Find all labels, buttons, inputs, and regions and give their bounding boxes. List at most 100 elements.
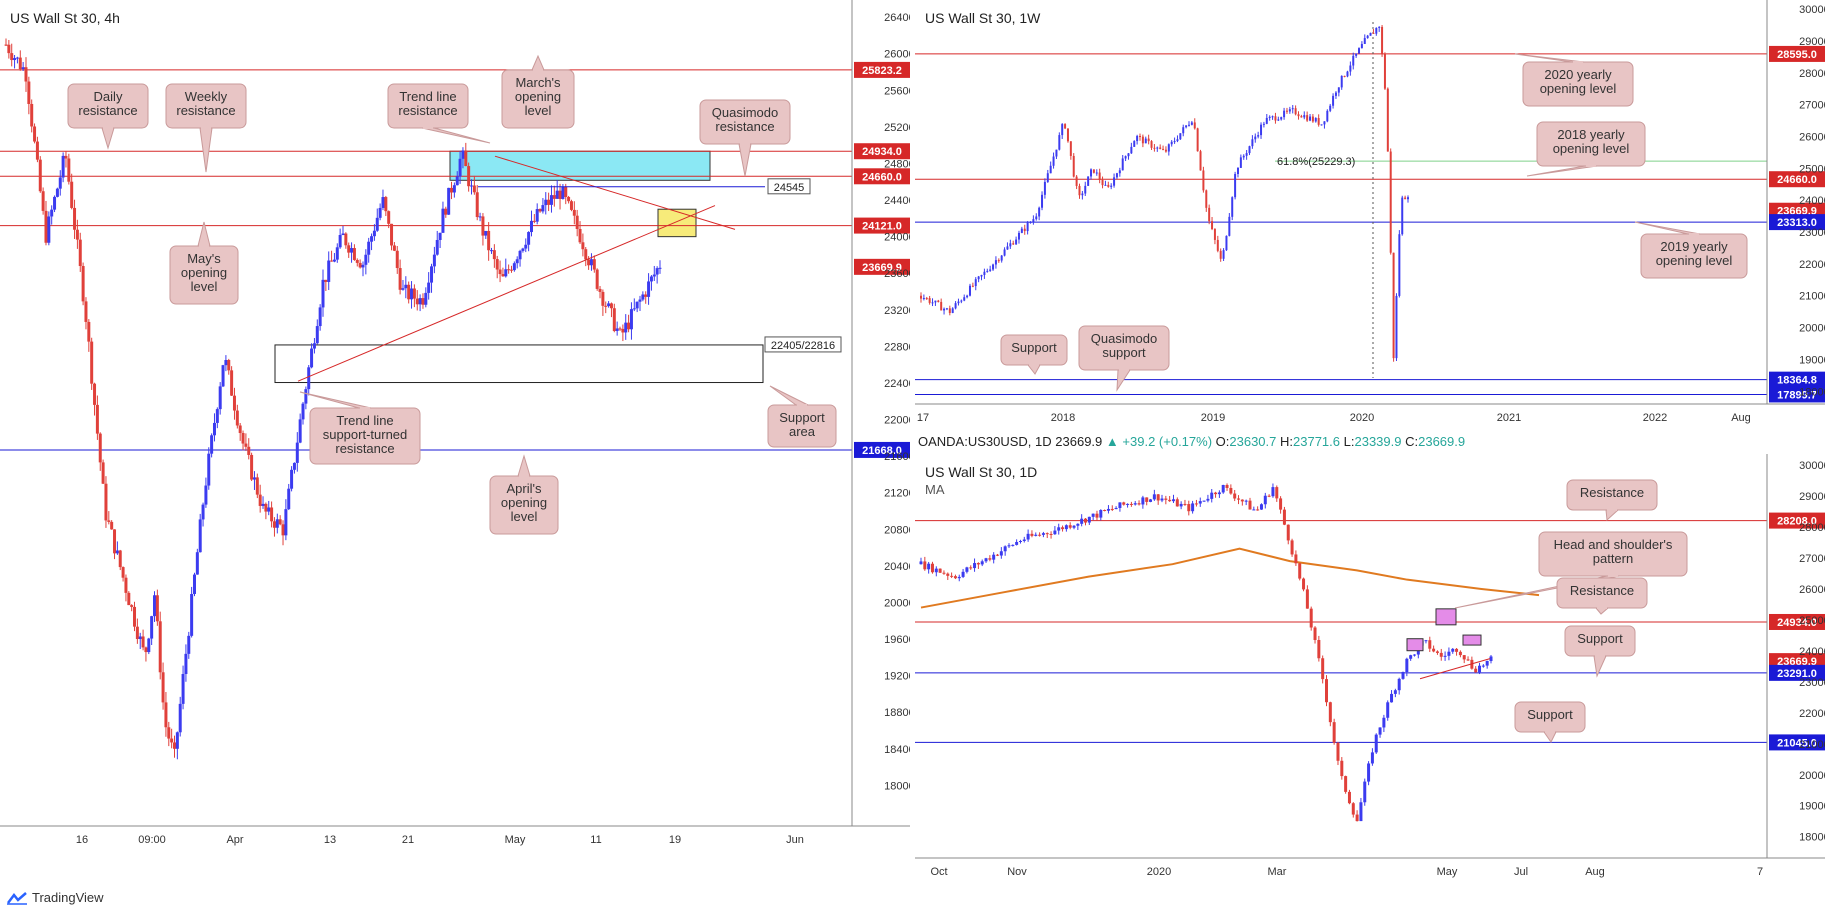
- candle-body: [587, 259, 591, 266]
- candle-body: [235, 410, 239, 426]
- candle-body: [1075, 176, 1078, 186]
- chart-1w-svg[interactable]: 28595.024660.023669.923313.018364.817899…: [915, 0, 1825, 428]
- candle-body: [1038, 534, 1042, 536]
- callout-2019-yearly-pointer: [1634, 221, 1701, 235]
- candle-body: [290, 469, 294, 489]
- candle-body: [107, 520, 111, 522]
- candle-body: [1078, 185, 1081, 196]
- candle-body: [1375, 27, 1378, 34]
- candle-body: [1066, 128, 1069, 142]
- candle-body: [278, 519, 282, 525]
- candle-body: [207, 453, 211, 486]
- candle-body: [358, 262, 362, 268]
- candle-body: [372, 230, 376, 237]
- candle-body: [1198, 501, 1202, 504]
- candle-body: [4, 44, 8, 46]
- candle-body: [1167, 144, 1170, 152]
- candle-body: [73, 207, 77, 230]
- chart-4h-panel[interactable]: 25823.2 24934.0 24660.0 24121.0 23669.9 21668…: [0, 0, 910, 850]
- candle-body: [578, 228, 582, 243]
- candle-body: [258, 494, 262, 506]
- candle-body: [1043, 181, 1046, 195]
- callout-2020-yearly-text: opening level: [1540, 81, 1617, 96]
- candle-body: [992, 554, 996, 560]
- chart-4h-svg[interactable]: 25823.2 24934.0 24660.0 24121.0 23669.9 21668…: [0, 0, 910, 850]
- candle-body: [1489, 656, 1493, 662]
- candle-body: [364, 254, 368, 265]
- candle-body: [1343, 75, 1346, 77]
- candle-body: [1389, 151, 1392, 253]
- candle-body: [1311, 116, 1314, 122]
- candle-body: [1130, 146, 1133, 154]
- candle-body: [980, 561, 984, 565]
- candle-body: [1164, 149, 1167, 152]
- price-tick-label: 22000.0: [1799, 708, 1825, 720]
- candle-body: [1240, 499, 1244, 502]
- candle-body: [609, 303, 613, 309]
- candle-body: [1275, 487, 1279, 499]
- candle-body: [1191, 503, 1195, 512]
- candle-body: [969, 567, 973, 569]
- candle-body: [1053, 530, 1057, 535]
- candle-body: [1372, 32, 1375, 34]
- callout-weekly-resistance-pointer: [199, 127, 213, 173]
- price-tick-label: 21200.0: [884, 488, 910, 500]
- candle-body: [1363, 38, 1366, 44]
- chart-1d-svg[interactable]: 28208.024934.023669.923291.021045.018000…: [915, 454, 1825, 882]
- chart-1w-panel[interactable]: 28595.0 24660.0 23669.9 23313.0 18364.8 17899…: [915, 0, 1825, 428]
- candle-body: [192, 574, 196, 594]
- candle-body: [604, 305, 608, 307]
- candle-body: [427, 282, 431, 293]
- candle-body: [1012, 243, 1015, 245]
- callout-support-area-pointer: [769, 385, 809, 406]
- candle-body: [58, 177, 62, 189]
- candle-body: [1328, 702, 1332, 723]
- price-tick-label: 26000.0: [1799, 132, 1825, 144]
- price-tag: [854, 217, 910, 234]
- candle-body: [1159, 147, 1162, 149]
- candle-body: [920, 295, 922, 299]
- candle-body: [1290, 540, 1294, 555]
- candle-body: [1369, 32, 1372, 36]
- daily-high: 23771.6: [1293, 434, 1341, 449]
- candle-body: [1173, 141, 1176, 143]
- candle-body: [298, 419, 302, 443]
- candle-body: [147, 638, 151, 653]
- candle-body: [1187, 124, 1190, 126]
- tradingview-brand[interactable]: TradingView: [6, 890, 104, 905]
- candle-body: [410, 288, 414, 300]
- candle-body: [113, 529, 117, 554]
- callout-may-opening-text: May's: [187, 251, 221, 266]
- daily-low: 23339.9: [1354, 434, 1402, 449]
- candle-body: [1317, 639, 1321, 659]
- candle-body: [1221, 484, 1225, 493]
- candle-body: [1309, 608, 1313, 628]
- candle-body: [1347, 791, 1351, 804]
- candle-body: [598, 288, 602, 292]
- candle-body: [1352, 55, 1355, 66]
- candle-body: [1214, 492, 1218, 495]
- candle-body: [215, 409, 219, 423]
- candle-body: [1175, 499, 1179, 507]
- candle-body: [424, 292, 428, 305]
- daily-symbol: OANDA:US30USD, 1D: [918, 434, 1052, 449]
- candle-body: [1219, 250, 1222, 259]
- candle-body: [467, 166, 471, 187]
- candle-body: [629, 309, 633, 330]
- candle-body: [1401, 672, 1405, 679]
- candle-body: [980, 274, 983, 277]
- chart-1d-panel[interactable]: 28208.024934.023669.923291.021045.018000…: [915, 454, 1825, 882]
- price-tag-label: 23313.0: [1777, 217, 1817, 229]
- candle-body: [167, 727, 171, 739]
- time-tick-label: 16: [76, 834, 88, 846]
- candle-body: [53, 196, 57, 210]
- callout-weekly-resistance-text: Weekly: [185, 89, 228, 104]
- candle-body: [927, 563, 931, 570]
- callout-trend-line-resistance-pointer: [421, 127, 491, 144]
- candle-body: [1409, 655, 1413, 659]
- callout-2018-yearly-pointer: [1526, 165, 1598, 177]
- chart-1w-title: US Wall St 30, 1W: [925, 10, 1041, 26]
- candle-body: [1182, 127, 1185, 134]
- candle-body: [1018, 540, 1022, 542]
- candle-body: [435, 239, 439, 255]
